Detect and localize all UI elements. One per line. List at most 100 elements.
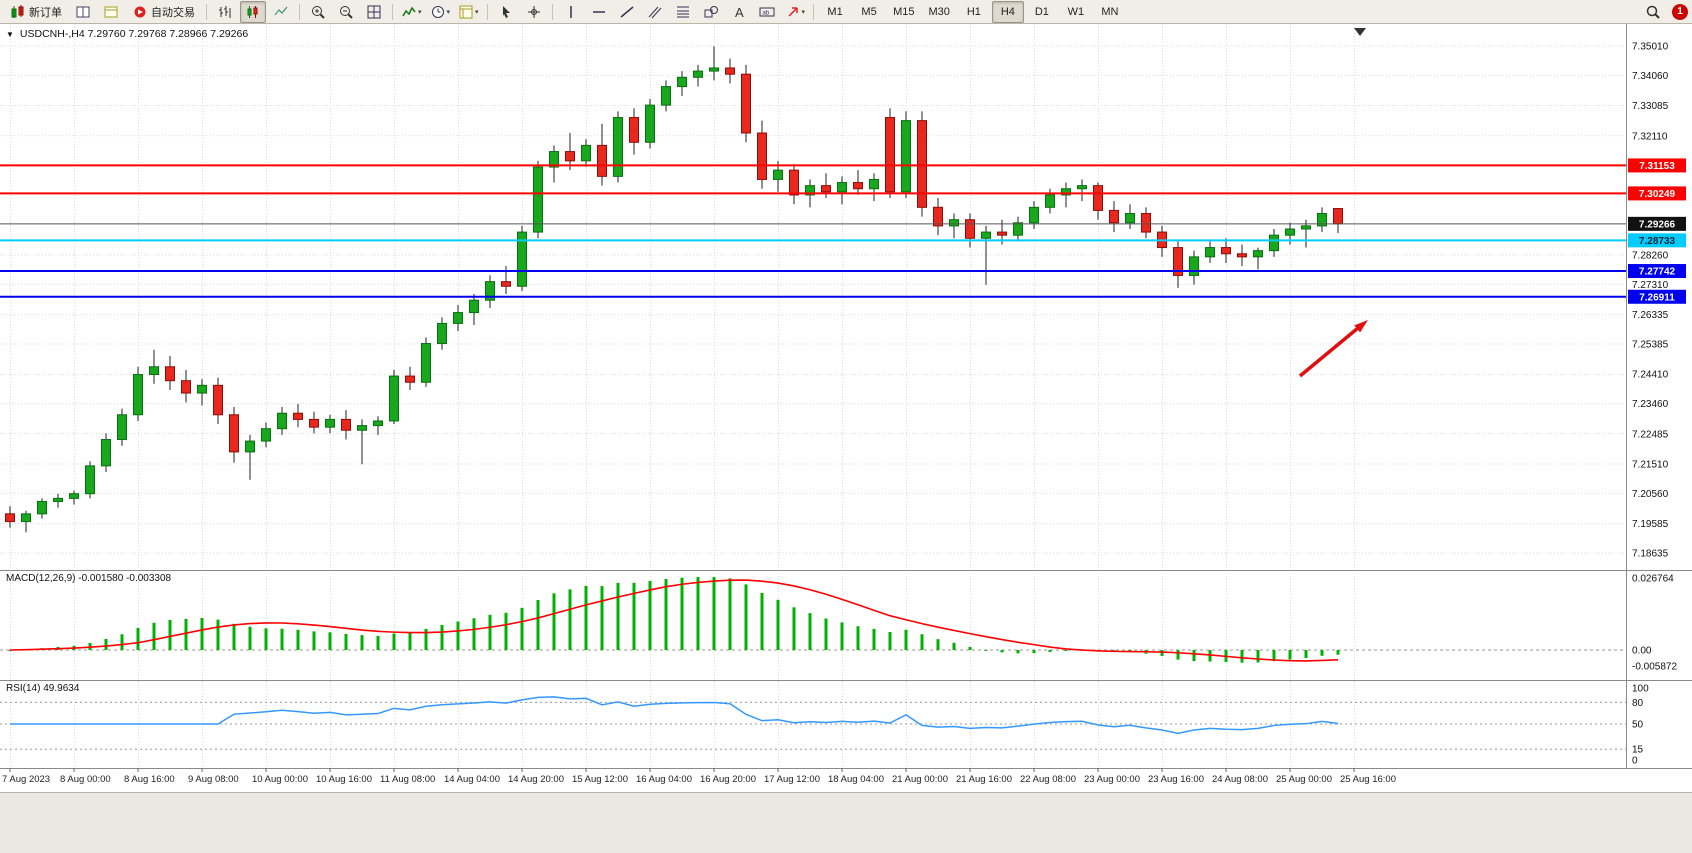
price-axis[interactable]: 7.35010 7.34060 7.33085 7.32110 7.28260 7.273…	[1632, 42, 1677, 767]
crosshair-button[interactable]	[521, 1, 547, 23]
svg-text:18 Aug 04:00: 18 Aug 04:00	[828, 774, 884, 785]
timeframe-m5-button[interactable]: M5	[853, 1, 885, 23]
svg-text:7.18635: 7.18635	[1632, 549, 1669, 560]
tile-windows-button[interactable]	[361, 1, 387, 23]
chart-shift-marker-icon[interactable]	[1354, 28, 1366, 36]
svg-text:21 Aug 00:00: 21 Aug 00:00	[892, 774, 948, 785]
profiles-button[interactable]	[98, 1, 124, 23]
magnifier-icon	[1646, 5, 1660, 19]
chart-title: ▼ USDCNH-,H4 7.29760 7.29768 7.28966 7.2…	[6, 28, 248, 40]
svg-text:7.30249: 7.30249	[1639, 189, 1676, 200]
timeframe-d1-button-label: D1	[1034, 5, 1049, 18]
svg-text:21 Aug 16:00: 21 Aug 16:00	[956, 774, 1012, 785]
svg-text:9 Aug 08:00: 9 Aug 08:00	[188, 774, 239, 785]
svg-text:50: 50	[1632, 720, 1644, 731]
svg-text:23 Aug 16:00: 23 Aug 16:00	[1148, 774, 1204, 785]
timeframe-w1-button-label: W1	[1067, 5, 1085, 18]
dropdown-caret-icon: ▾	[418, 8, 422, 16]
svg-text:7.22485: 7.22485	[1632, 429, 1669, 440]
candles	[5, 46, 1343, 533]
arrow-annotation[interactable]	[1298, 320, 1368, 378]
cursor-button[interactable]	[493, 1, 519, 23]
time-axis[interactable]: 7 Aug 2023 8 Aug 00:00 8 Aug 16:00 9 Aug 08…	[2, 768, 1396, 785]
charts-window-button[interactable]	[70, 1, 96, 23]
periods-button[interactable]: ▾	[427, 1, 454, 23]
tile-icon	[367, 5, 381, 18]
svg-text:7.29266: 7.29266	[1639, 219, 1676, 230]
search-button[interactable]	[1640, 1, 1666, 23]
svg-text:7.26911: 7.26911	[1639, 292, 1675, 303]
timeframe-h4-button[interactable]: H4	[991, 0, 1024, 23]
chart-dropdown-icon[interactable]: ▼	[6, 29, 14, 39]
svg-text:7.27310: 7.27310	[1632, 280, 1669, 291]
new-order-button[interactable]: 新订单	[4, 1, 68, 23]
zoom-out-icon	[340, 5, 353, 19]
trendline-button[interactable]	[614, 1, 640, 23]
fibo-icon	[676, 6, 689, 17]
equidistant-channel-button[interactable]	[642, 1, 668, 23]
svg-text:7.28733: 7.28733	[1639, 236, 1676, 247]
horizontal-line-button[interactable]	[586, 1, 612, 23]
svg-text:7.28260: 7.28260	[1632, 250, 1669, 261]
timeframe-mn-button-label: MN	[1101, 5, 1119, 18]
timeframe-m30-button[interactable]: M30	[922, 1, 955, 23]
auto-trading-button[interactable]: 自动交易	[126, 1, 201, 23]
svg-text:7.19585: 7.19585	[1632, 519, 1669, 530]
price-chart[interactable]: 7.35010 7.34060 7.33085 7.32110 7.28260 7.273…	[0, 24, 1692, 792]
candlestick-chart-button[interactable]	[240, 0, 266, 23]
dropdown-caret-icon: ▾	[446, 8, 451, 16]
toolbar-separator	[813, 3, 815, 20]
price-tag	[1628, 158, 1686, 173]
vertical-line-button[interactable]	[558, 1, 584, 23]
zoom-in-icon	[312, 5, 325, 19]
svg-text:7.25385: 7.25385	[1632, 340, 1669, 351]
arrows-button[interactable]: ▾	[782, 1, 809, 23]
line-chart-button[interactable]	[268, 1, 294, 23]
timeframe-d1-button[interactable]: D1	[1026, 1, 1058, 23]
svg-text:ab: ab	[762, 10, 769, 16]
svg-text:25 Aug 00:00: 25 Aug 00:00	[1276, 774, 1332, 785]
timeframe-m1-button-label: M1	[827, 5, 843, 18]
templates-button[interactable]: ▾	[455, 1, 482, 23]
timeframe-m15-button[interactable]: M15	[887, 1, 920, 23]
dropdown-caret-icon: ▾	[801, 8, 806, 16]
arrows-icon	[788, 6, 798, 17]
macd-signal-line	[9, 579, 1339, 662]
notification-badge[interactable]: 1	[1672, 3, 1688, 20]
timeframe-h1-button[interactable]: H1	[958, 1, 990, 23]
svg-text:11 Aug 08:00: 11 Aug 08:00	[380, 774, 435, 785]
grid	[0, 24, 1626, 768]
bars-icon	[219, 5, 231, 18]
shapes-button[interactable]	[698, 1, 724, 23]
svg-text:17 Aug 12:00: 17 Aug 12:00	[764, 774, 820, 785]
window-icon	[76, 6, 90, 17]
toolbar-separator	[486, 3, 488, 20]
status-bar	[0, 792, 1692, 853]
dropdown-caret-icon: ▾	[475, 8, 479, 16]
auto-trading-button-label: 自动交易	[151, 6, 195, 19]
svg-text:7.26335: 7.26335	[1632, 310, 1669, 321]
timeframe-w1-button[interactable]: W1	[1060, 1, 1092, 23]
svg-text:23 Aug 00:00: 23 Aug 00:00	[1084, 774, 1140, 785]
zoom-in-button[interactable]	[305, 1, 331, 23]
timeframe-mn-button[interactable]: MN	[1094, 1, 1126, 23]
text-button[interactable]: A	[726, 1, 752, 23]
fibonacci-button[interactable]	[670, 1, 696, 23]
vline-icon	[569, 5, 572, 18]
timeframe-m1-button[interactable]: M1	[819, 1, 851, 23]
svg-text:80: 80	[1632, 698, 1644, 709]
label-icon: ab	[759, 7, 775, 16]
svg-text:8 Aug 00:00: 8 Aug 00:00	[60, 774, 111, 785]
svg-text:14 Aug 20:00: 14 Aug 20:00	[508, 774, 564, 785]
svg-text:0: 0	[1632, 756, 1638, 767]
timeframe-h4-button-label: H4	[1000, 5, 1015, 18]
svg-text:8 Aug 16:00: 8 Aug 16:00	[124, 774, 175, 785]
toolbar-separator	[299, 3, 300, 20]
svg-text:100: 100	[1632, 684, 1649, 695]
bar-chart-button[interactable]	[212, 1, 238, 23]
shapes-icon	[704, 5, 718, 17]
indicators-button[interactable]: ▾	[398, 1, 425, 23]
zoom-out-button[interactable]	[333, 1, 359, 23]
text-label-button[interactable]: ab	[754, 1, 780, 23]
